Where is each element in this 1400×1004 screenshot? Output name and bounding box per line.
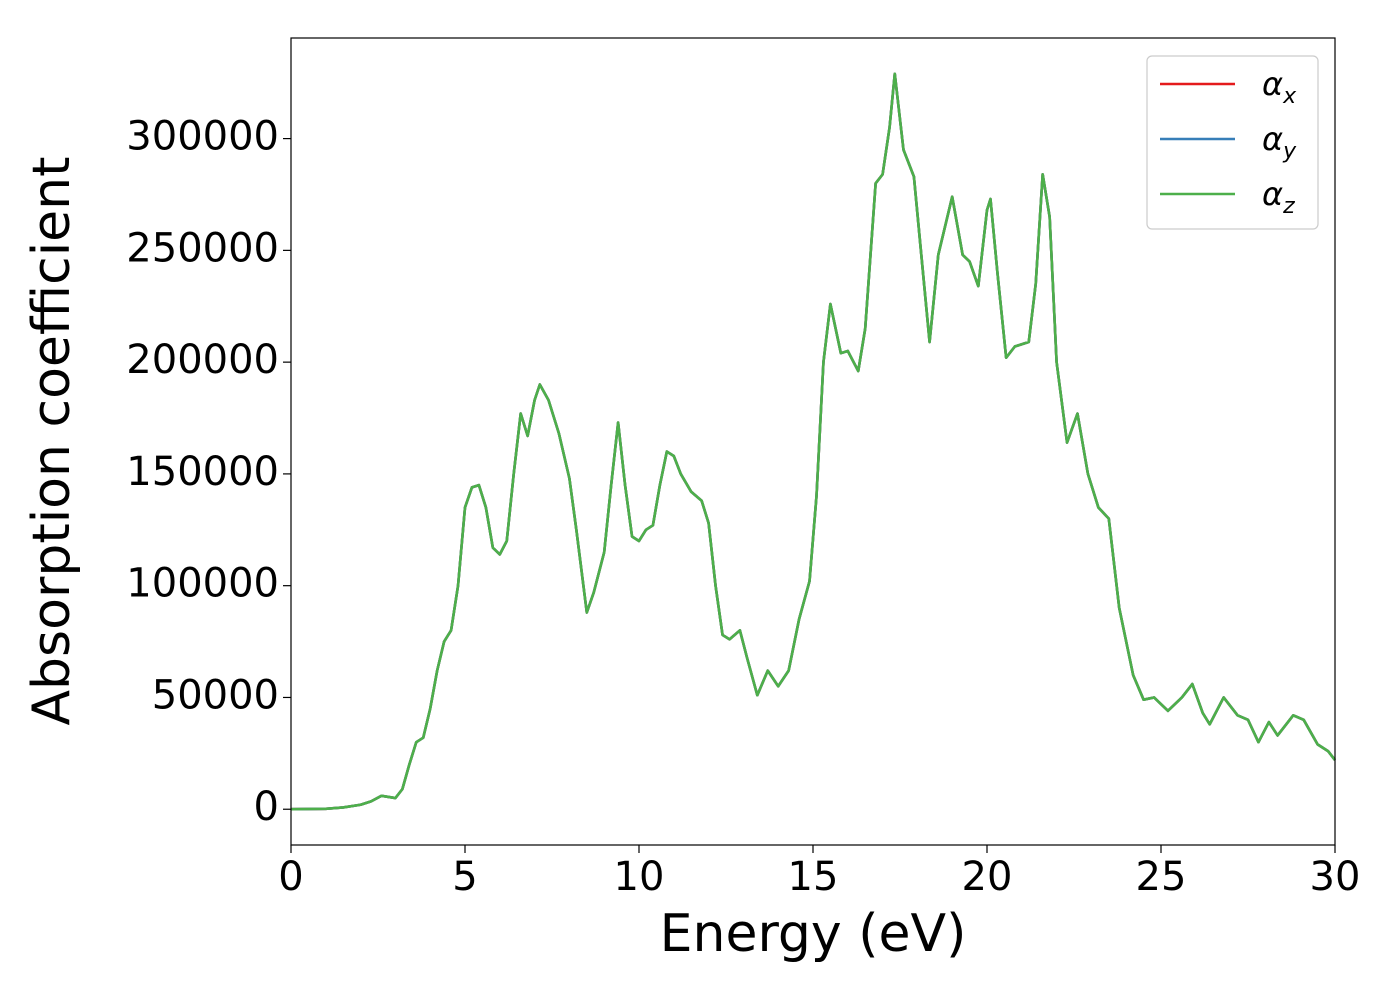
x-tick-label: 15 [788,854,839,900]
x-tick-label: 30 [1310,854,1361,900]
y-tick-label: 50000 [152,672,279,718]
y-tick-label: 150000 [126,449,279,495]
data-line [290,72,1337,811]
y-tick-label: 250000 [126,225,279,271]
y-tick-label: 300000 [126,114,279,160]
legend-label: αz [1262,175,1295,219]
x-tick-label: 10 [614,854,665,900]
plot-frame [290,37,1336,846]
x-tick-label: 25 [1136,854,1187,900]
legend-box [1146,55,1319,230]
y-axis-label: Absorption coefficient [22,156,82,725]
x-tick-label: 20 [962,854,1013,900]
y-tick-label: 0 [254,784,279,830]
legend-label: αy [1262,120,1297,164]
x-tick-label: 0 [278,854,303,900]
x-tick-label: 5 [452,854,477,900]
y-tick-label: 200000 [126,337,279,383]
y-tick-label: 100000 [126,561,279,607]
x-axis-label: Energy (eV) [660,904,967,964]
legend-label: αx [1262,65,1297,109]
